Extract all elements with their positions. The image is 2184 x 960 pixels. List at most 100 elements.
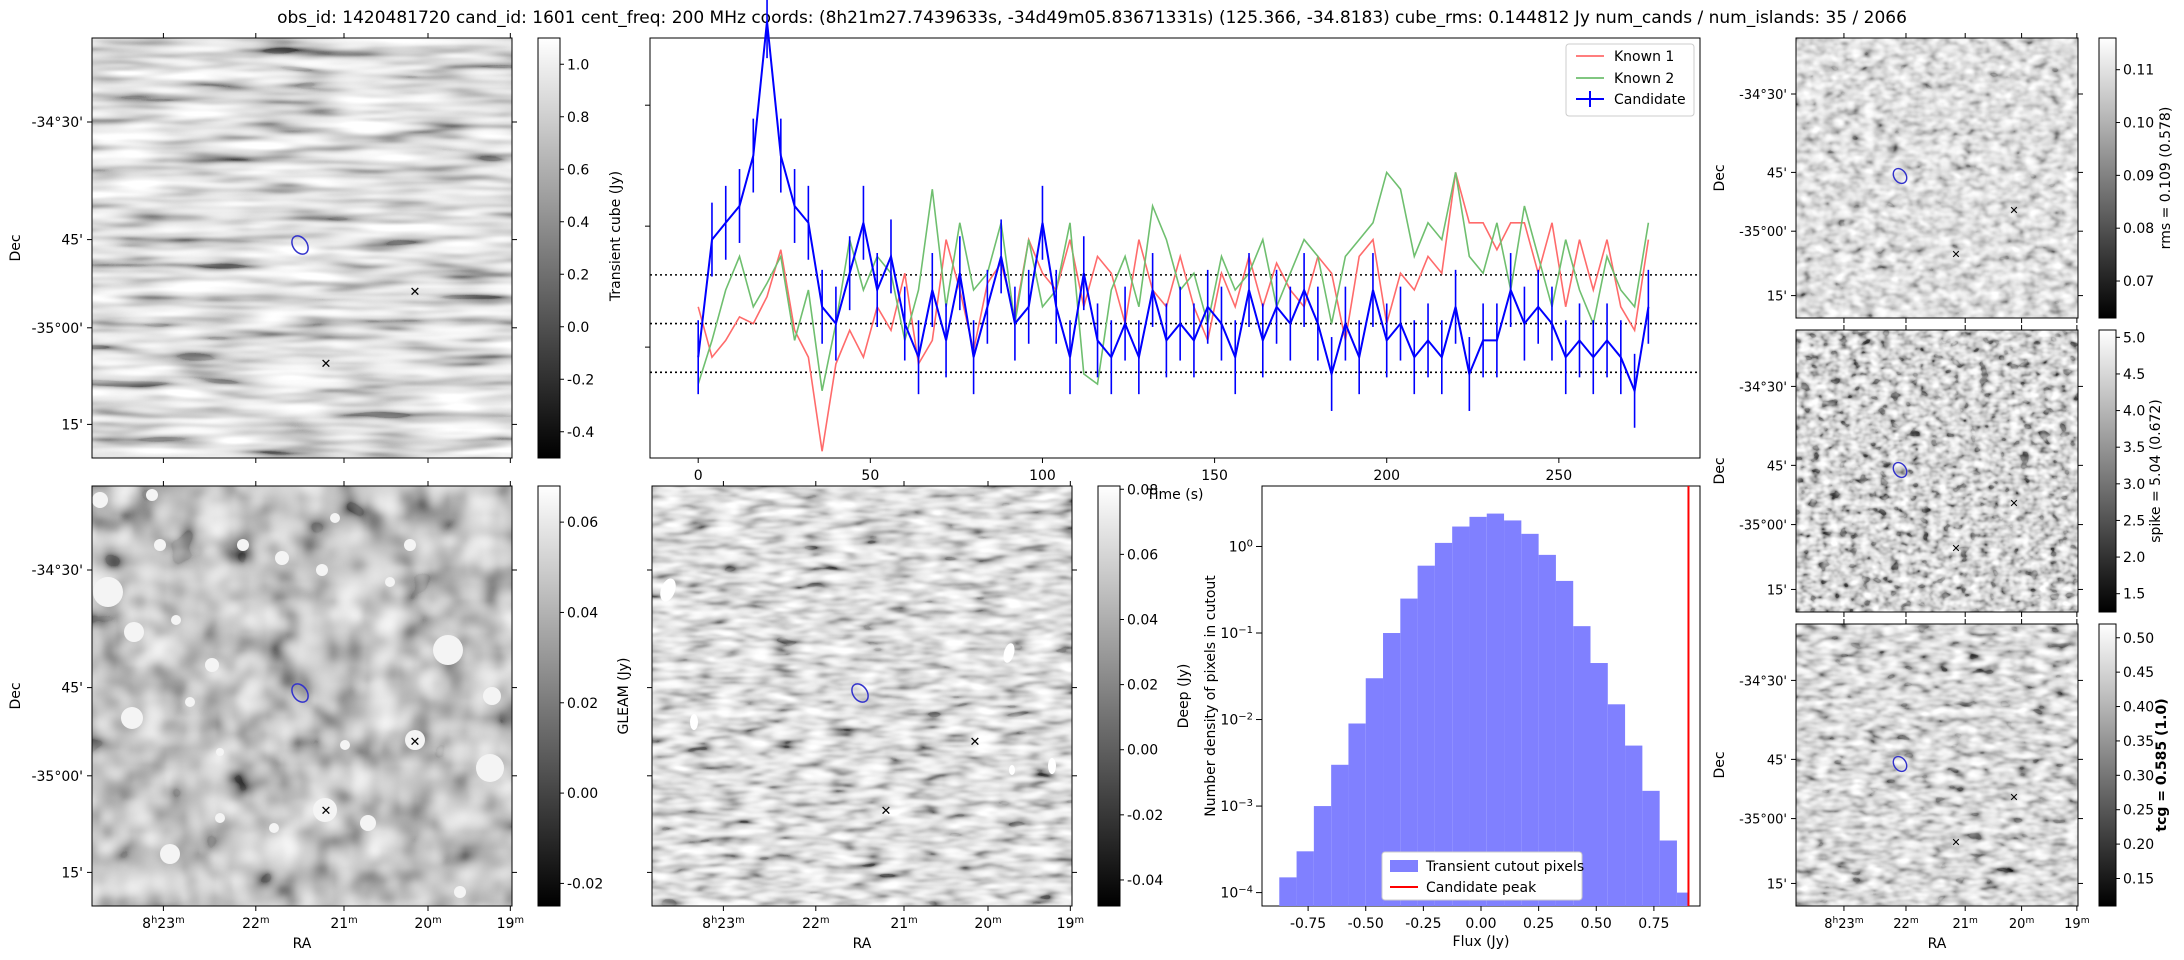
known-2-marker: ✕ bbox=[2009, 204, 2018, 217]
transient_cube-cbar-tick-label: 0.4 bbox=[567, 215, 589, 231]
ra-tick-label: 21m bbox=[890, 915, 917, 933]
ra-tick-label: 8h23m bbox=[1824, 916, 1864, 932]
gleam-cbar-tick-label: -0.02 bbox=[1127, 808, 1163, 824]
dec-tick-label: 45' bbox=[1767, 166, 1787, 181]
deep-cbar-tick-label: 0.00 bbox=[567, 786, 598, 802]
dec-tick-label: 15' bbox=[61, 417, 83, 433]
histogram-bar bbox=[1469, 516, 1487, 906]
spike-cbar-tick-label: 1.5 bbox=[2123, 587, 2145, 603]
dec-tick-label: -35°00' bbox=[31, 769, 83, 785]
known-1-marker: ✕ bbox=[321, 357, 332, 372]
dec-tick-label: -35°00' bbox=[1739, 225, 1787, 240]
histogram-x-tick-label: -0.50 bbox=[1348, 916, 1384, 932]
lightcurve-x-tick-label: 150 bbox=[1201, 468, 1228, 484]
transient_cube-cbar-tick-label: -0.2 bbox=[567, 372, 594, 388]
histogram-bar bbox=[1452, 526, 1470, 906]
lightcurve-x-tick-label: 100 bbox=[1029, 468, 1056, 484]
transient_cube-cbar-tick-label: 1.0 bbox=[567, 57, 589, 73]
legend-known-1: Known 1 bbox=[1614, 49, 1674, 65]
figure-title: obs_id: 1420481720 cand_id: 1601 cent_fr… bbox=[277, 8, 1907, 28]
histogram-x-tick-label: 0.75 bbox=[1638, 916, 1669, 932]
tcg-frame bbox=[1795, 623, 2079, 907]
rms-colorbar bbox=[2098, 37, 2117, 319]
transient-cube-image bbox=[92, 38, 512, 458]
gleam-frame bbox=[651, 485, 1073, 907]
lightcurve-legend: Known 1 Known 2 Candidate bbox=[1565, 43, 1695, 117]
legend-candidate-peak: Candidate peak bbox=[1426, 880, 1537, 896]
histogram-x-tick-label: -0.75 bbox=[1290, 916, 1326, 932]
deep-colorbar-ticks: 0.06 0.04 0.02 0.00 -0.02 bbox=[560, 515, 603, 892]
ra-tick-label: 19m bbox=[1057, 915, 1084, 933]
histogram-y-tick-label: 10−1 bbox=[1220, 625, 1253, 643]
histogram-bar bbox=[1313, 806, 1332, 906]
deep-colorbar bbox=[537, 485, 561, 907]
dec-tick-label: 15' bbox=[1767, 877, 1787, 892]
dec-tick-label: 15' bbox=[1767, 583, 1787, 598]
transient-cube-colorbar-ticks: 1.0 0.8 0.6 0.4 0.2 0.0 -0.2 -0.4 bbox=[560, 57, 594, 441]
rms-cbar-tick-label: 0.09 bbox=[2123, 168, 2154, 184]
histogram-bar bbox=[1590, 663, 1608, 906]
deep-panel: ✕ ✕ 0.06 0.04 0.02 0.00 -0.02 Deep (Jy) bbox=[91, 485, 1192, 907]
known-2-marker: ✕ bbox=[2009, 497, 2018, 510]
spike-colorbar-ticks: 5.0 4.5 4.0 3.5 3.0 2.5 2.0 1.5 bbox=[2116, 330, 2145, 603]
histogram-bar bbox=[1676, 892, 1689, 906]
transient-cube-colorbar bbox=[537, 37, 561, 459]
ra-tick-label: 21m bbox=[1952, 916, 1978, 932]
histogram-bar bbox=[1434, 542, 1453, 906]
histogram-bar bbox=[1365, 678, 1384, 906]
histogram-y-tick-label: 10−4 bbox=[1220, 884, 1253, 902]
ra-tick-label: 20m bbox=[974, 915, 1001, 933]
spike-cbar-tick-label: 5.0 bbox=[2123, 330, 2145, 346]
candidate-ellipse bbox=[1892, 755, 1908, 773]
ra-axis-label: RA bbox=[293, 936, 312, 952]
candidate-ellipse bbox=[1892, 167, 1908, 185]
spike-panel: ✕ ✕ 5.0 4.5 4.0 3.5 3.0 2.5 2.0 1.5 spike = 5.0… bbox=[1795, 329, 2164, 613]
dec-tick-label: 45' bbox=[61, 233, 83, 249]
dec-tick-label: 15' bbox=[61, 865, 83, 881]
dec-tick-label: -34°30' bbox=[31, 115, 83, 131]
candidate-ellipse bbox=[291, 235, 309, 255]
transient_cube-cbar-tick-label: 0.6 bbox=[567, 162, 589, 178]
rms-cbar-tick-label: 0.10 bbox=[2123, 116, 2154, 132]
legend-box bbox=[1381, 851, 1583, 901]
lightcurve-x-ticks: 0 50 100 150 200 250 bbox=[694, 458, 1572, 484]
known-2-marker: ✕ bbox=[970, 735, 981, 750]
known-2-marker: ✕ bbox=[410, 735, 421, 750]
histogram-x-tick-label: -0.25 bbox=[1405, 916, 1441, 932]
transient_cube-cbar-tick-label: 0.0 bbox=[567, 320, 589, 336]
dec-tick-label: 45' bbox=[61, 681, 83, 697]
known-2-marker: ✕ bbox=[2009, 791, 2018, 804]
tcg-cbar-tick-label: 0.25 bbox=[2123, 803, 2154, 819]
spike-cbar-tick-label: 3.0 bbox=[2123, 477, 2145, 493]
spike-cbar-tick-label: 2.5 bbox=[2123, 513, 2145, 529]
known-1-marker: ✕ bbox=[1951, 248, 1960, 261]
histogram-bar bbox=[1331, 764, 1349, 906]
gleam-image bbox=[652, 486, 1072, 906]
tcg-cbar-tick-label: 0.40 bbox=[2123, 700, 2154, 716]
tcg-cbar-tick-label: 0.50 bbox=[2123, 631, 2154, 647]
rms-frame bbox=[1795, 37, 2079, 319]
deep-cbar-tick-label: -0.02 bbox=[567, 876, 603, 892]
known-1-marker: ✕ bbox=[1951, 836, 1960, 849]
dec-tick-label: 45' bbox=[1767, 459, 1787, 474]
spike-frame bbox=[1795, 329, 2079, 613]
histogram-bar bbox=[1486, 513, 1505, 906]
tcg-cbar-tick-label: 0.35 bbox=[2123, 734, 2154, 750]
tcg-panel: ✕ ✕ 0.50 0.45 0.40 0.35 0.30 0.25 0.20 0.15 tcg… bbox=[1795, 623, 2170, 907]
tcg-cbar-tick-label: 0.20 bbox=[2123, 837, 2154, 853]
known-1-marker: ✕ bbox=[321, 804, 332, 819]
dec-axis-label: Dec bbox=[1712, 457, 1728, 484]
gleam-colorbar bbox=[1097, 485, 1121, 907]
histogram-x-tick-label: 0.00 bbox=[1465, 916, 1496, 932]
tcg-cbar-tick-label: 0.15 bbox=[2123, 871, 2154, 887]
ra-tick-label: 20m bbox=[2009, 916, 2035, 932]
tcg-image bbox=[1796, 624, 2078, 906]
histogram-bar bbox=[1625, 745, 1643, 906]
dec-tick-label: -34°30' bbox=[1739, 674, 1787, 689]
ra-tick-label: 22m bbox=[1893, 916, 1919, 932]
tcg-cbar-tick-label: 0.45 bbox=[2123, 665, 2154, 681]
candidate-ellipse bbox=[851, 683, 869, 703]
spike-image bbox=[1796, 330, 2078, 612]
sky-axes: -34°30' 45' -35°00' 15' Dec 8h23m 22m 21m 20m 19m… bbox=[8, 33, 2090, 952]
